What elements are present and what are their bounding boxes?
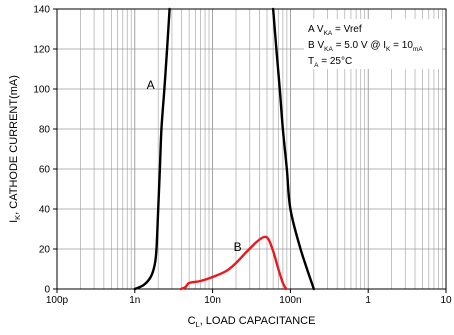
x-axis-title: CL, LOAD CAPACITANCE: [188, 315, 316, 329]
subscript: L: [196, 320, 200, 329]
subscript: K: [386, 46, 391, 53]
y-tick-label: 20: [39, 245, 51, 256]
x-tick-label: 100p: [46, 295, 69, 306]
x-tick-label: 1: [365, 295, 371, 306]
x-tick-label: 10n: [204, 295, 221, 306]
series-layer: [133, 7, 316, 291]
subscript: mA: [413, 46, 423, 53]
subscript: KA: [324, 30, 333, 37]
series-b-line: [179, 235, 288, 291]
curve-label-a: A: [147, 78, 155, 92]
y-tick-label: 120: [33, 45, 50, 56]
legend-line-temperature: TA = 25°C: [308, 56, 352, 69]
legend-line-a: A VKA = Vref: [308, 24, 362, 37]
subscript: KA: [324, 46, 333, 53]
legend: A VKA = Vref B VKA = 5.0 V @ IK = 10mA T…: [304, 19, 442, 69]
x-tick-label: 1n: [129, 295, 140, 306]
grid: [56, 8, 446, 290]
x-tick-label: 100n: [279, 295, 301, 306]
y-tick-label: 0: [44, 285, 50, 296]
y-axis-title: IK, CATHODE CURRENT(mA): [8, 75, 22, 223]
y-tick-label: 100: [33, 85, 50, 96]
series-a-line: [271, 7, 316, 291]
curve-label-b: B: [234, 240, 242, 254]
series-a-line: [133, 7, 171, 291]
subscript: A: [314, 62, 319, 69]
y-tick-label: 140: [33, 5, 50, 16]
legend-line-b: B VKA = 5.0 V @ IK = 10mA: [308, 40, 423, 53]
legend-background: [304, 19, 442, 69]
x-tick-label: 10: [440, 295, 452, 306]
subscript: K: [13, 215, 22, 220]
curve-annotations: AB: [147, 78, 242, 254]
y-tick-label: 60: [39, 165, 51, 176]
plot-frame: [56, 8, 447, 290]
y-tick-label: 80: [39, 125, 51, 136]
y-tick-label: 40: [39, 205, 51, 216]
